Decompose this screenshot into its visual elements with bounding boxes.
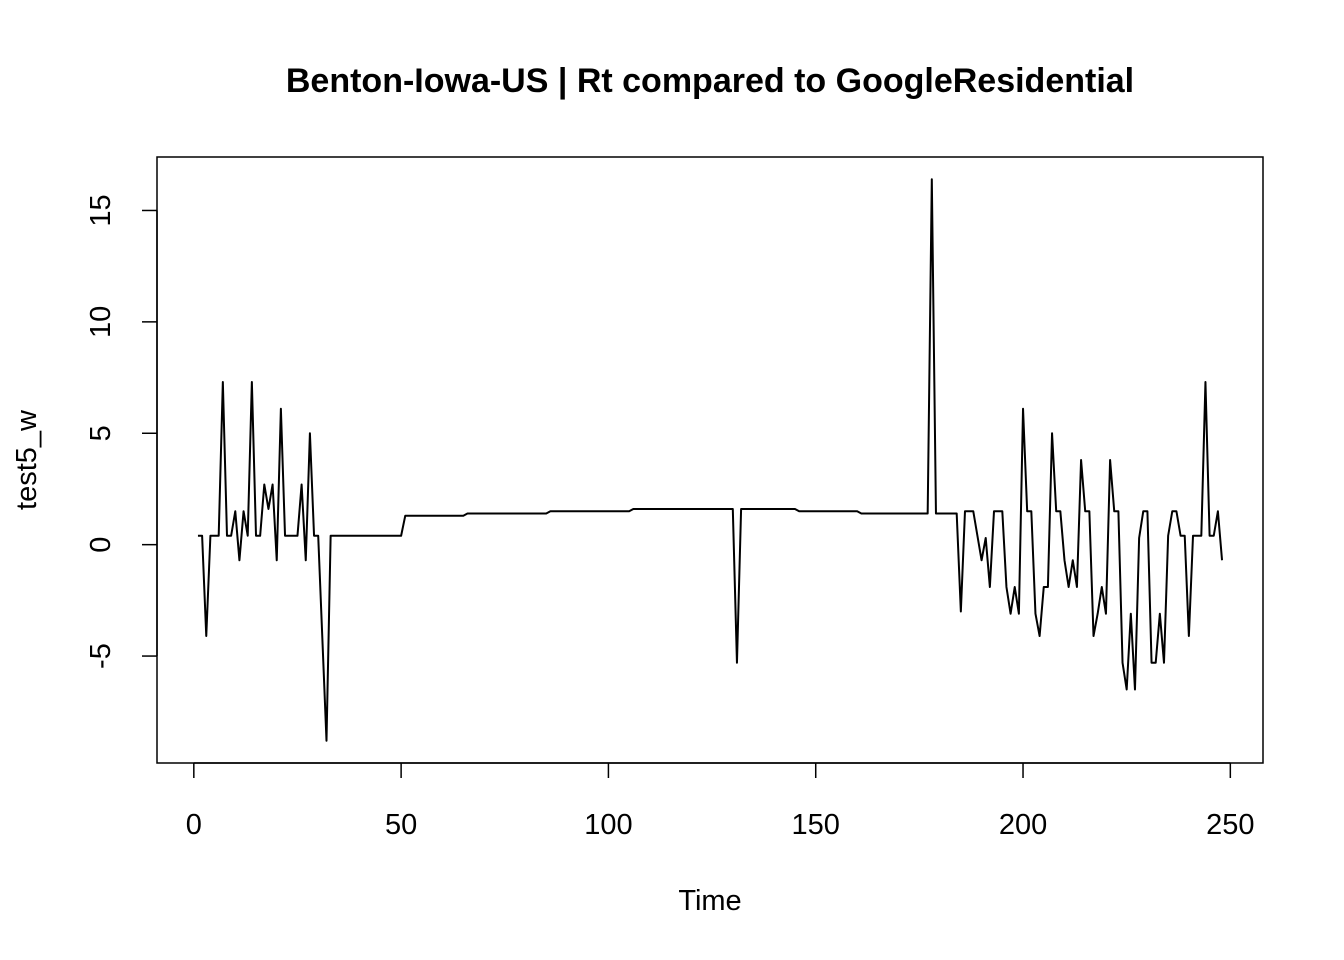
x-tick-label: 250 bbox=[1206, 809, 1254, 841]
y-axis-label: test5_w bbox=[11, 409, 43, 510]
x-tick-label: 150 bbox=[792, 809, 840, 841]
y-tick-label: -5 bbox=[85, 643, 117, 669]
x-axis-label: Time bbox=[678, 885, 741, 917]
x-tick-label: 0 bbox=[186, 809, 202, 841]
y-tick-label: 15 bbox=[85, 194, 117, 226]
x-tick-label: 200 bbox=[999, 809, 1047, 841]
chart-title: Benton-Iowa-US | Rt compared to GoogleRe… bbox=[286, 62, 1134, 100]
x-tick-label: 50 bbox=[385, 809, 417, 841]
x-tick-label: 100 bbox=[584, 809, 632, 841]
series-line bbox=[197, 178, 1224, 742]
y-tick-label: 5 bbox=[85, 425, 117, 441]
y-tick-label: 0 bbox=[85, 537, 117, 553]
y-tick-label: 10 bbox=[85, 306, 117, 338]
